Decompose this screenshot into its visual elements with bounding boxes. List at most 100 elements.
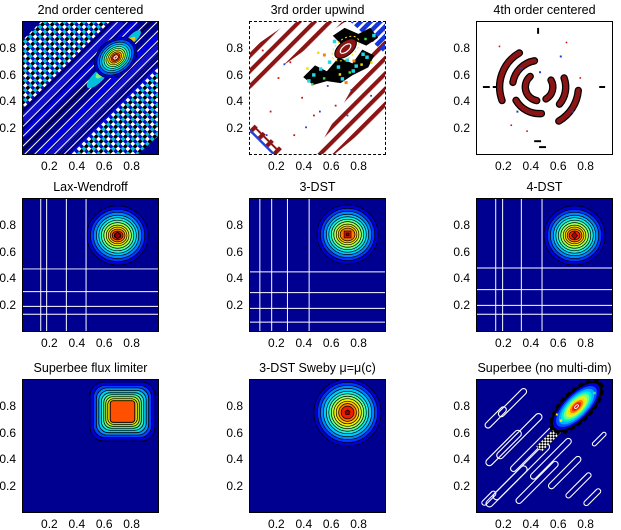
contour-plot-3rd-order-upwind <box>250 22 385 154</box>
y-tick-label: 0.8 <box>226 40 243 55</box>
y-tick-label: 0.2 <box>0 121 16 136</box>
subplot-4th-order-centered: 4th order centered <box>453 3 613 173</box>
x-tick-label: 0.6 <box>95 159 113 173</box>
x-tick-label: 0.2 <box>41 517 58 530</box>
y-axis-tick-labels: 0.8 0.6 0.4 0.2 <box>446 21 476 155</box>
y-tick-label: 0.4 <box>453 94 470 109</box>
x-tick-label: 0.8 <box>577 517 594 530</box>
x-tick-label: 0.8 <box>123 517 140 530</box>
x-tick-label: 0.4 <box>522 336 540 350</box>
y-tick-label: 0.4 <box>453 452 470 467</box>
subplot-3rd-order-upwind: 3rd order upwind <box>226 3 386 173</box>
x-tick-label: 0.2 <box>495 336 512 350</box>
subplot-2nd-order-centered: 2nd order centered <box>0 3 159 173</box>
y-tick-label: 0.2 <box>226 479 243 494</box>
subplot-3-dst: 3-DST <box>226 180 386 350</box>
y-tick-label: 0.2 <box>453 298 470 313</box>
x-tick-label: 0.6 <box>549 517 567 530</box>
x-axis-tick-labels: 0.2 0.4 0.6 0.8 <box>476 155 613 173</box>
y-tick-label: 0.6 <box>226 244 243 259</box>
plot-title: 3-DST <box>299 180 336 194</box>
x-tick-label: 0.2 <box>41 336 58 350</box>
x-tick-label: 0.2 <box>268 159 285 173</box>
y-axis-tick-labels: 0.8 0.6 0.4 0.2 <box>0 21 22 155</box>
contour-plot-3-dst-sweby <box>250 380 385 512</box>
plot-title: 3rd order upwind <box>270 3 365 17</box>
y-axis-tick-labels: 0.8 0.6 0.4 0.2 <box>446 198 476 332</box>
y-axis-tick-labels: 0.8 0.6 0.4 0.2 <box>0 198 22 332</box>
y-tick-label: 0.4 <box>0 452 16 467</box>
x-tick-label: 0.2 <box>268 336 285 350</box>
plot-area <box>249 21 386 155</box>
plot-area <box>249 379 386 513</box>
y-tick-label: 0.2 <box>0 298 16 313</box>
x-tick-label: 0.4 <box>295 336 313 350</box>
y-axis-tick-labels: 0.8 0.6 0.4 0.2 <box>446 379 476 513</box>
plot-title: Superbee (no multi-dim) <box>477 361 612 375</box>
y-tick-label: 0.4 <box>0 94 16 109</box>
contour-plot-3-dst <box>250 199 385 331</box>
y-tick-label: 0.4 <box>226 271 243 286</box>
y-axis-tick-labels: 0.8 0.6 0.4 0.2 <box>219 198 249 332</box>
y-tick-label: 0.2 <box>226 121 243 136</box>
x-axis-tick-labels: 0.2 0.4 0.6 0.8 <box>476 332 613 350</box>
y-tick-label: 0.6 <box>453 425 470 440</box>
y-tick-label: 0.8 <box>453 398 470 413</box>
x-axis-tick-labels: 0.2 0.4 0.6 0.8 <box>249 332 386 350</box>
x-tick-label: 0.8 <box>350 159 367 173</box>
y-tick-label: 0.4 <box>226 94 243 109</box>
y-tick-label: 0.6 <box>226 425 243 440</box>
x-tick-label: 0.2 <box>495 517 512 530</box>
x-axis-tick-labels: 0.2 0.4 0.6 0.8 <box>249 513 386 530</box>
y-axis-tick-labels: 0.8 0.6 0.4 0.2 <box>219 21 249 155</box>
x-tick-label: 0.6 <box>95 336 113 350</box>
x-tick-label: 0.8 <box>123 336 140 350</box>
x-tick-label: 0.6 <box>549 159 567 173</box>
x-tick-label: 0.8 <box>350 336 367 350</box>
plot-title: 3-DST Sweby μ=μ(c) <box>259 361 376 375</box>
x-tick-label: 0.8 <box>123 159 140 173</box>
plot-area <box>22 379 159 513</box>
plot-area <box>249 198 386 332</box>
x-tick-label: 0.4 <box>295 517 313 530</box>
x-tick-label: 0.4 <box>295 159 313 173</box>
y-tick-label: 0.2 <box>226 298 243 313</box>
x-axis-tick-labels: 0.2 0.4 0.6 0.8 <box>22 155 159 173</box>
contour-plot-4-dst <box>477 199 612 331</box>
x-tick-label: 0.2 <box>495 159 512 173</box>
x-tick-label: 0.4 <box>68 517 86 530</box>
contour-plot-superbee-no-multi-dim <box>477 380 612 512</box>
plot-title: Superbee flux limiter <box>33 361 148 375</box>
contour-plot-superbee-flux-limiter <box>23 380 158 512</box>
x-tick-label: 0.2 <box>268 517 285 530</box>
y-tick-label: 0.8 <box>226 398 243 413</box>
y-tick-label: 0.8 <box>226 217 243 232</box>
x-tick-label: 0.4 <box>68 336 86 350</box>
contour-plot-4th-order-centered <box>477 22 612 154</box>
plot-title: 2nd order centered <box>37 3 144 17</box>
plot-title: 4th order centered <box>493 3 596 17</box>
x-tick-label: 0.8 <box>577 159 594 173</box>
y-tick-label: 0.8 <box>453 217 470 232</box>
y-tick-label: 0.6 <box>0 244 16 259</box>
x-axis-tick-labels: 0.2 0.4 0.6 0.8 <box>22 513 159 530</box>
subplot-3-dst-sweby: 3-DST Sweby μ=μ(c) <box>226 361 386 530</box>
x-tick-label: 0.6 <box>322 336 340 350</box>
y-tick-label: 0.8 <box>0 398 16 413</box>
y-tick-label: 0.6 <box>226 67 243 82</box>
y-tick-label: 0.8 <box>453 40 470 55</box>
x-axis-tick-labels: 0.2 0.4 0.6 0.8 <box>476 513 613 530</box>
x-axis-tick-labels: 0.2 0.4 0.6 0.8 <box>22 332 159 350</box>
y-tick-label: 0.6 <box>453 67 470 82</box>
subplot-lax-wendroff: Lax-Wendroff <box>0 180 159 350</box>
x-tick-label: 0.6 <box>95 517 113 530</box>
y-tick-label: 0.2 <box>0 479 16 494</box>
plot-area <box>22 198 159 332</box>
subplot-4-dst: 4-DST <box>453 180 613 350</box>
contour-plot-2nd-order-centered <box>23 22 158 154</box>
x-tick-label: 0.2 <box>41 159 58 173</box>
subplot-superbee-flux-limiter: Superbee flux limiter 0.2 0.4 0.6 0.8 0.8 0.… <box>0 361 159 530</box>
contour-plot-lax-wendroff <box>23 199 158 331</box>
y-tick-label: 0.6 <box>0 67 16 82</box>
y-tick-label: 0.4 <box>453 271 470 286</box>
